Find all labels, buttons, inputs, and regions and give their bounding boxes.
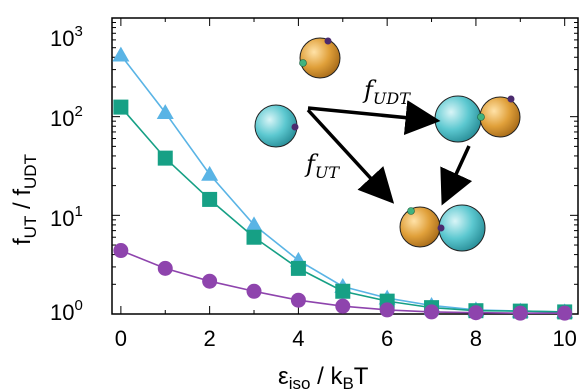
green-patch-icon — [299, 59, 307, 67]
data-point — [202, 191, 218, 207]
green-patch-icon — [407, 207, 415, 215]
series-line — [120, 54, 565, 313]
y-axis-title: fUT / fUDT — [9, 154, 40, 245]
data-point — [156, 104, 174, 119]
data-point — [113, 243, 129, 259]
x-tick-label: 8 — [470, 326, 482, 351]
f-udt-label: fUDT — [362, 76, 411, 108]
y-axis-ticks — [112, 22, 578, 315]
orange-sphere-icon — [399, 206, 441, 248]
data-point — [424, 304, 440, 320]
data-point — [246, 229, 262, 245]
data-point — [112, 46, 130, 62]
f-ut-label: fUT — [304, 150, 340, 182]
data-point — [157, 260, 173, 276]
series-layer — [112, 46, 574, 321]
data-point — [157, 150, 173, 166]
data-point — [201, 165, 219, 181]
arrow-to-ut-icon — [306, 108, 395, 204]
x-axis-ticks — [120, 18, 566, 314]
data-point — [245, 216, 263, 232]
data-point — [202, 273, 218, 289]
x-tick-label: 10 — [552, 326, 576, 351]
y-tick-labels: 100 101 102 103 — [50, 23, 83, 325]
orange-sphere-icon — [479, 96, 521, 138]
x-tick-label: 4 — [292, 326, 304, 351]
purple-patch-icon — [507, 95, 515, 103]
purple-patch-icon — [291, 123, 299, 131]
plot-frame — [111, 17, 579, 315]
inset-illustration: fUDT fUT — [254, 37, 521, 252]
purple-patch-icon — [324, 37, 332, 45]
y-tick-label: 100 — [50, 297, 83, 325]
data-point — [468, 305, 484, 321]
arrow-dimer-to-dimer-icon — [440, 145, 473, 206]
orange-sphere-icon — [299, 37, 341, 79]
x-tick-labels: 0 2 4 6 8 10 — [115, 326, 577, 351]
y-tick-label: 103 — [50, 23, 83, 51]
x-tick-label: 2 — [204, 326, 216, 351]
data-point — [335, 283, 351, 299]
y-tick-label: 101 — [50, 203, 83, 231]
data-point — [557, 305, 573, 321]
data-point — [290, 260, 306, 276]
y-tick-label: 102 — [50, 103, 83, 131]
data-point — [113, 99, 129, 115]
purple-patch-icon — [437, 224, 445, 232]
data-point — [335, 298, 351, 314]
x-tick-label: 6 — [381, 326, 393, 351]
data-point — [379, 302, 395, 318]
x-tick-label: 0 — [115, 326, 127, 351]
green-patch-icon — [477, 113, 485, 121]
arrow-to-udt-icon — [307, 100, 441, 136]
data-point — [246, 283, 262, 299]
data-point — [290, 292, 306, 308]
cyan-sphere-icon — [434, 95, 482, 143]
data-point — [512, 305, 528, 321]
cyan-sphere-icon — [254, 104, 298, 148]
x-axis-title: εiso / kBT — [278, 363, 369, 392]
cyan-sphere-icon — [438, 204, 486, 252]
